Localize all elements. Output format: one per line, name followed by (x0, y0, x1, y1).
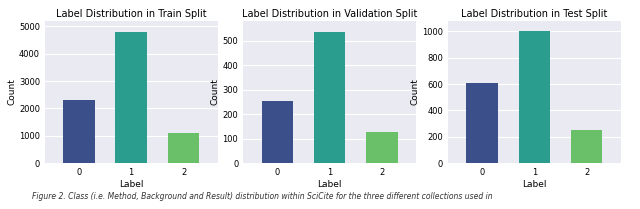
Y-axis label: Count: Count (7, 79, 16, 105)
Title: Label Distribution in Validation Split: Label Distribution in Validation Split (242, 9, 417, 19)
Bar (571, 130, 602, 163)
Bar (518, 31, 550, 163)
X-axis label: Label: Label (522, 180, 547, 189)
Bar (314, 32, 346, 163)
Text: Figure 2. Class (i.e. Method, Background and Result) distribution within SciCite: Figure 2. Class (i.e. Method, Background… (32, 192, 493, 201)
Y-axis label: Count: Count (211, 79, 220, 105)
Title: Label Distribution in Test Split: Label Distribution in Test Split (461, 9, 607, 19)
Bar (63, 100, 95, 163)
Bar (366, 132, 397, 163)
Bar (467, 83, 498, 163)
Bar (168, 133, 199, 163)
Title: Label Distribution in Train Split: Label Distribution in Train Split (56, 9, 207, 19)
Bar (262, 101, 293, 163)
X-axis label: Label: Label (317, 180, 342, 189)
Bar (115, 32, 147, 163)
Y-axis label: Count: Count (410, 79, 419, 105)
X-axis label: Label: Label (119, 180, 143, 189)
